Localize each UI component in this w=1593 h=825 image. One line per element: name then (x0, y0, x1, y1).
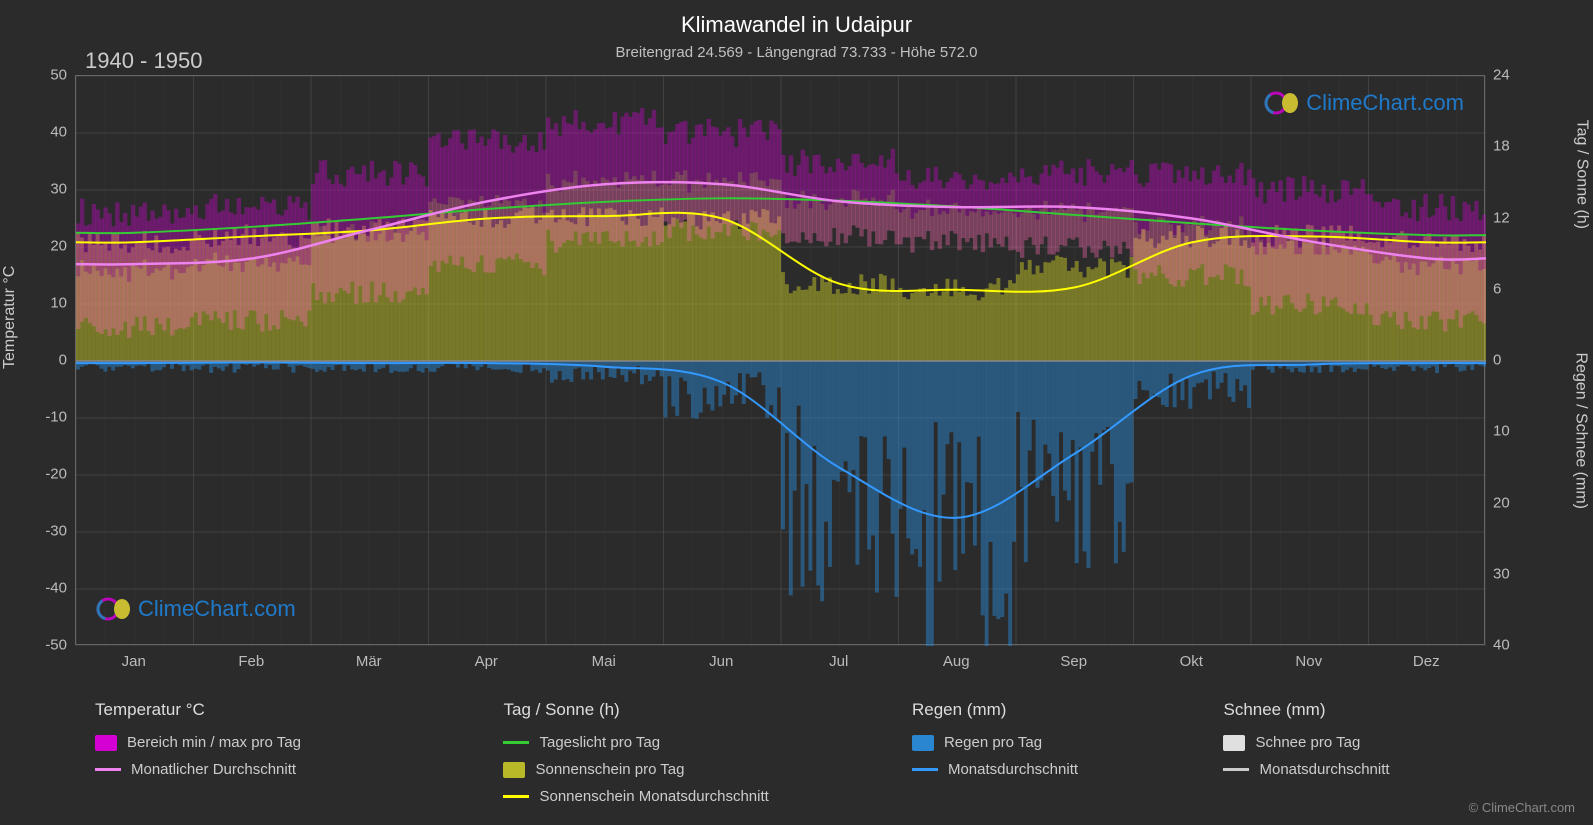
x-tick: Dez (1413, 653, 1440, 670)
y-left-tick: -40 (45, 580, 67, 597)
x-tick: Jan (122, 653, 146, 670)
y-right-tick: 24 (1493, 67, 1510, 84)
legend-label: Monatsdurchschnitt (948, 761, 1078, 778)
y-left-tick: -10 (45, 409, 67, 426)
watermark-bottom: ClimeChart.com (96, 594, 296, 624)
y-left-tick: 10 (50, 295, 67, 312)
period-label: 1940 - 1950 (85, 48, 202, 74)
x-tick: Aug (943, 653, 970, 670)
x-tick: Mai (592, 653, 616, 670)
y-left-tick: 50 (50, 67, 67, 84)
legend-item: Sonnenschein Monatsdurchschnitt (503, 788, 871, 805)
copyright-text: © ClimeChart.com (1469, 800, 1575, 815)
legend-header: Schnee (mm) (1223, 700, 1495, 720)
chart-subtitle: Breitengrad 24.569 - Längengrad 73.733 -… (0, 38, 1593, 61)
legend-item: Schnee pro Tag (1223, 734, 1495, 751)
y-right-tick: 30 (1493, 565, 1510, 582)
legend: Temperatur °C Bereich min / max pro Tag Mo… (95, 700, 1495, 805)
x-tick: Apr (475, 653, 498, 670)
y-left-tick: -50 (45, 637, 67, 654)
legend-item: Monatsdurchschnitt (1223, 761, 1495, 778)
y-axis-right-lower-label: Regen / Schnee (mm) (1572, 352, 1590, 509)
legend-item: Tageslicht pro Tag (503, 734, 871, 751)
y-left-tick: 40 (50, 124, 67, 141)
legend-label: Monatsdurchschnitt (1259, 761, 1389, 778)
legend-item: Monatlicher Durchschnitt (95, 761, 463, 778)
legend-header: Regen (mm) (912, 700, 1184, 720)
legend-swatch-icon (912, 735, 934, 751)
legend-line-icon (95, 768, 121, 771)
legend-header: Temperatur °C (95, 700, 463, 720)
x-tick: Jul (829, 653, 848, 670)
legend-item: Bereich min / max pro Tag (95, 734, 463, 751)
watermark-text: ClimeChart.com (1306, 90, 1464, 116)
y-right-tick: 10 (1493, 423, 1510, 440)
x-tick: Feb (238, 653, 264, 670)
watermark-logo-icon (96, 594, 132, 624)
chart-svg (76, 76, 1486, 646)
chart-title: Klimawandel in Udaipur (0, 0, 1593, 38)
y-axis-right: 0612182410203040 (1485, 75, 1555, 645)
legend-line-icon (503, 741, 529, 744)
y-right-tick: 18 (1493, 138, 1510, 155)
climate-chart: Klimawandel in Udaipur Breitengrad 24.56… (0, 0, 1593, 825)
legend-group: Schnee (mm) Schnee pro Tag Monatsdurchschn… (1223, 700, 1495, 805)
legend-item: Sonnenschein pro Tag (503, 761, 871, 778)
y-axis-right-upper-label: Tag / Sonne (h) (1572, 120, 1590, 229)
x-tick: Sep (1060, 653, 1087, 670)
y-right-tick: 20 (1493, 494, 1510, 511)
legend-line-icon (912, 768, 938, 771)
legend-group: Tag / Sonne (h) Tageslicht pro Tag Sonnens… (503, 700, 871, 805)
legend-swatch-icon (95, 735, 117, 751)
legend-label: Sonnenschein Monatsdurchschnitt (539, 788, 768, 805)
y-left-tick: 20 (50, 238, 67, 255)
legend-group: Temperatur °C Bereich min / max pro Tag Mo… (95, 700, 463, 805)
legend-label: Monatlicher Durchschnitt (131, 761, 296, 778)
y-axis-left-label: Temperatur °C (1, 266, 19, 369)
y-left-tick: 30 (50, 181, 67, 198)
x-tick: Nov (1295, 653, 1322, 670)
legend-label: Regen pro Tag (944, 734, 1042, 751)
legend-group: Regen (mm) Regen pro Tag Monatsdurchschnit… (912, 700, 1184, 805)
watermark-text: ClimeChart.com (138, 596, 296, 622)
x-tick: Jun (709, 653, 733, 670)
legend-header: Tag / Sonne (h) (503, 700, 871, 720)
y-left-tick: -20 (45, 466, 67, 483)
legend-item: Regen pro Tag (912, 734, 1184, 751)
watermark-logo-icon (1264, 88, 1300, 118)
x-tick: Mär (356, 653, 382, 670)
y-left-tick: -30 (45, 523, 67, 540)
x-tick: Okt (1180, 653, 1203, 670)
y-right-tick: 6 (1493, 280, 1501, 297)
y-right-tick: 40 (1493, 637, 1510, 654)
legend-line-icon (503, 795, 529, 798)
legend-label: Tageslicht pro Tag (539, 734, 660, 751)
legend-label: Sonnenschein pro Tag (535, 761, 684, 778)
legend-swatch-icon (503, 762, 525, 778)
y-right-tick: 12 (1493, 209, 1510, 226)
y-left-tick: 0 (59, 352, 67, 369)
legend-line-icon (1223, 768, 1249, 771)
watermark-top: ClimeChart.com (1264, 88, 1464, 118)
plot-area: ClimeChart.com ClimeChart.com (75, 75, 1485, 645)
legend-label: Schnee pro Tag (1255, 734, 1360, 751)
y-right-tick: 0 (1493, 352, 1501, 369)
legend-item: Monatsdurchschnitt (912, 761, 1184, 778)
legend-swatch-icon (1223, 735, 1245, 751)
x-axis: Jan Feb Mär Apr Mai Jun Jul Aug Sep Okt Nov Dez (75, 645, 1485, 675)
legend-label: Bereich min / max pro Tag (127, 734, 301, 751)
